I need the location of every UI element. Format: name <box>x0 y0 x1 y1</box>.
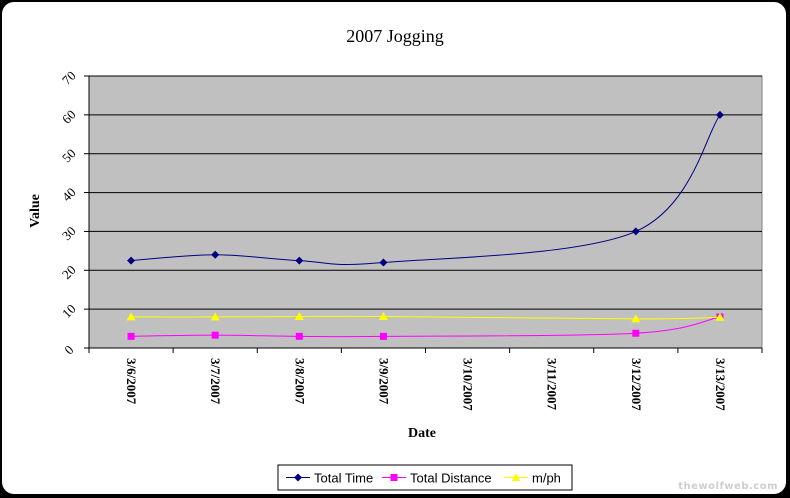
y-tick-label: 50 <box>59 146 79 166</box>
data-point-total-time <box>631 227 640 236</box>
x-axis-label: Date <box>408 426 436 441</box>
data-point-m-ph <box>631 314 641 323</box>
legend-swatch-marker-total-distance <box>390 474 398 481</box>
y-tick-label: 10 <box>59 301 79 321</box>
x-tick-label: 3/10/2007 <box>461 358 476 411</box>
data-point-m-ph <box>126 312 136 321</box>
legend-label-m-ph: m/ph <box>532 471 561 486</box>
legend-swatch-marker-total-time <box>294 473 302 482</box>
x-tick-label: 3/7/2007 <box>208 358 223 405</box>
data-point-total-time <box>295 256 304 265</box>
data-point-total-distance <box>295 332 303 340</box>
y-tick-label: 60 <box>59 107 79 127</box>
data-point-total-time <box>715 110 724 119</box>
data-point-m-ph <box>210 312 220 321</box>
plot-background <box>88 75 763 349</box>
y-tick-label: 40 <box>59 184 79 204</box>
data-point-m-ph <box>715 312 725 321</box>
x-tick-label: 3/8/2007 <box>292 358 307 405</box>
legend: Total Time Total Distance m/ph <box>277 464 573 491</box>
x-tick-label: 3/6/2007 <box>124 358 139 405</box>
legend-label-total-time: Total Time <box>314 471 373 486</box>
y-axis-label: Value <box>28 194 43 228</box>
data-point-total-distance <box>211 331 219 339</box>
y-tick-label: 20 <box>59 262 79 282</box>
x-tick-label: 3/11/2007 <box>545 358 560 411</box>
y-tick-label: 70 <box>59 68 79 88</box>
y-tick-label: 0 <box>61 342 76 357</box>
data-point-total-distance <box>632 329 640 337</box>
data-point-total-time <box>379 258 388 267</box>
legend-swatch-marker-m-ph <box>511 473 521 481</box>
data-point-total-distance <box>127 332 135 340</box>
x-tick-label: 3/9/2007 <box>376 358 391 405</box>
data-point-m-ph <box>294 312 304 321</box>
chart-title: 2007 Jogging <box>346 26 444 46</box>
legend-label-total-distance: Total Distance <box>410 471 492 486</box>
plot-area: 0 10 20 30 40 50 60 70 3/6/2007 3/7/2007 3/8/2007 3… <box>59 68 763 411</box>
data-point-total-distance <box>379 332 387 340</box>
data-point-total-time <box>127 256 136 265</box>
x-tick-label: 3/13/2007 <box>713 358 728 411</box>
data-point-m-ph <box>378 312 388 321</box>
y-tick-label: 30 <box>59 223 79 243</box>
watermark: thewolfweb.com <box>678 481 778 492</box>
x-tick-label: 3/12/2007 <box>629 358 644 411</box>
data-point-total-time <box>211 250 220 259</box>
